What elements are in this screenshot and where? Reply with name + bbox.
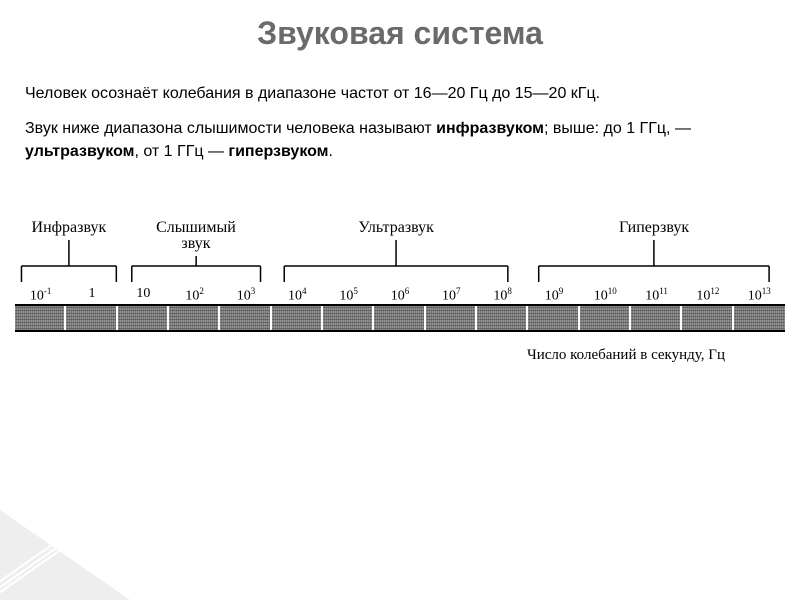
scale-label: 1011 (645, 286, 668, 305)
band-cell (682, 304, 733, 332)
scale-label: 1 (88, 286, 95, 302)
p2-e: , от 1 ГГц — (134, 143, 228, 160)
scale-label: 105 (339, 286, 358, 305)
scale-label: 10 (136, 286, 150, 302)
scale-label: 1010 (594, 286, 617, 305)
page-title: Звуковая система (0, 0, 800, 82)
body-text: Человек осознаёт колебания в диапазоне ч… (0, 82, 800, 164)
p2-c: ; выше: до 1 ГГц, — (544, 120, 691, 137)
p2-g: . (329, 143, 333, 160)
band-cell (426, 304, 477, 332)
band-cell (374, 304, 425, 332)
band-cell (631, 304, 682, 332)
scale-label: 102 (185, 286, 204, 305)
region-labels-row: ИнфразвукСлышимый звукУльтразвукГиперзву… (15, 224, 785, 284)
band-cell (580, 304, 631, 332)
region-label: Инфразвук (15, 224, 123, 284)
scale-label: 10-1 (30, 286, 52, 305)
scale-label: 107 (442, 286, 461, 305)
frequency-diagram: ИнфразвукСлышимый звукУльтразвукГиперзву… (15, 224, 785, 364)
bracket-icon (269, 224, 523, 284)
bracket-icon (123, 224, 269, 284)
band-cell (477, 304, 528, 332)
paragraph-1: Человек осознаёт колебания в диапазоне ч… (25, 82, 775, 105)
region-label: Ультразвук (269, 224, 523, 284)
diagram-caption: Число колебаний в секунду, Гц (15, 347, 785, 364)
paragraph-2: Звук ниже диапазона слышимости человека … (25, 117, 775, 163)
band-cell (734, 304, 785, 332)
p2-d: ультразвуком (25, 143, 134, 160)
band-bottom-border (15, 330, 785, 332)
p2-b: инфразвуком (436, 120, 544, 137)
scale-label: 106 (391, 286, 410, 305)
decorative-corner (0, 510, 130, 600)
band-top-border (15, 304, 785, 306)
band-cell (66, 304, 117, 332)
scale-label: 108 (493, 286, 512, 305)
band-row (15, 304, 785, 332)
band-cell (323, 304, 374, 332)
band-cell (169, 304, 220, 332)
band-cell (528, 304, 579, 332)
scale-row: 10-1 1 10 102 103 104 105 106 107 108 109 1010 1011 1… (15, 284, 785, 304)
scale-label: 104 (288, 286, 307, 305)
region-label: Гиперзвук (523, 224, 785, 284)
band-cell (220, 304, 271, 332)
p2-a: Звук ниже диапазона слышимости человека … (25, 120, 436, 137)
region-label: Слышимый звук (123, 224, 269, 284)
bracket-icon (523, 224, 785, 284)
band-cell (272, 304, 323, 332)
bracket-icon (15, 224, 123, 284)
scale-label: 1013 (748, 286, 771, 305)
band-cell (118, 304, 169, 332)
band-cell (15, 304, 66, 332)
scale-label: 109 (545, 286, 564, 305)
scale-label: 103 (237, 286, 256, 305)
scale-label: 1012 (696, 286, 719, 305)
p2-f: гиперзвуком (228, 143, 328, 160)
